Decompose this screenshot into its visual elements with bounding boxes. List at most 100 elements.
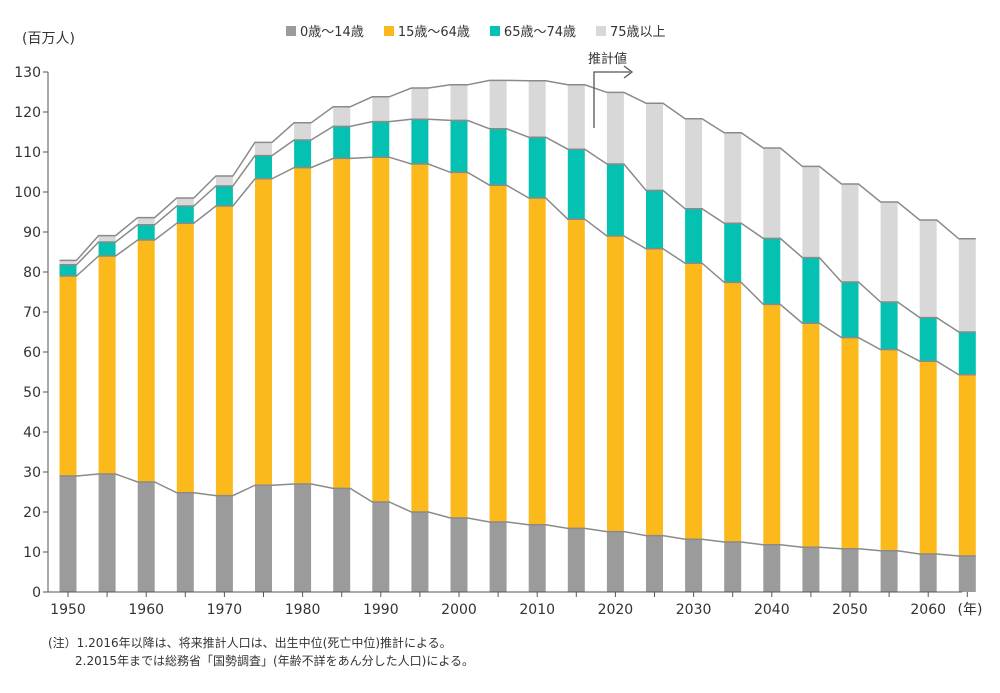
bar-2030-s0 — [685, 539, 703, 592]
bar-1965-s0 — [176, 492, 194, 592]
bar-2050-s0 — [841, 548, 859, 592]
legend-label: 75歳以上 — [610, 25, 666, 40]
y-tick-label: 20 — [23, 505, 41, 521]
bar-1960-s2 — [137, 224, 155, 240]
bar-1975-s1 — [255, 178, 272, 486]
bar-2010-s1 — [528, 198, 546, 525]
legend-item-1: 15歳～64歳 — [383, 21, 470, 40]
bar-2060-s2 — [919, 317, 937, 362]
bar-1960-s1 — [137, 240, 155, 482]
bar-1975-s0 — [255, 485, 272, 592]
bar-2005-s1 — [489, 185, 507, 522]
bar-1950-s2 — [59, 264, 77, 276]
bar-2045-s1 — [802, 323, 820, 548]
x-tick-label: 2030 — [676, 602, 712, 618]
bar-2030-s3 — [685, 118, 703, 209]
bar-2035-s2 — [724, 223, 742, 283]
bar-1975-s3 — [255, 142, 272, 156]
bar-1995-s1 — [411, 164, 429, 512]
footnote-1: (注）1.2016年以降は、将来推計人口は、出生中位(死亡中位)推計による。 — [48, 636, 452, 650]
bar-2065-s2 — [958, 332, 976, 375]
bar-1950-s3 — [59, 260, 77, 265]
footnotes: (注）1.2016年以降は、将来推計人口は、出生中位(死亡中位)推計による。 2… — [48, 634, 474, 670]
legend-label: 0歳～14歳 — [300, 25, 364, 40]
bar-1985-s1 — [333, 158, 351, 489]
bar-2040-s3 — [763, 148, 781, 239]
legend-label: 15歳～64歳 — [397, 25, 470, 40]
y-axis-unit-label: (百万人) — [22, 31, 75, 47]
bar-2055-s0 — [880, 550, 898, 592]
bar-2035-s3 — [724, 132, 742, 224]
bar-1960-s0 — [137, 482, 155, 592]
bar-2060-s0 — [919, 554, 937, 592]
bar-1990-s2 — [372, 121, 390, 158]
x-tick-label: 2060 — [910, 602, 946, 618]
bar-2045-s3 — [802, 166, 820, 258]
bar-1985-s3 — [333, 106, 351, 127]
y-tick-label: 50 — [23, 385, 41, 401]
bar-2020-s1 — [606, 236, 624, 532]
y-tick-label: 100 — [14, 185, 41, 201]
bar-2060-s3 — [919, 220, 937, 318]
x-tick-label: 2010 — [519, 602, 555, 618]
bar-2010-s3 — [528, 80, 546, 138]
cumulative-line-3 — [59, 79, 976, 262]
y-tick-label: 40 — [23, 425, 41, 441]
bar-2025-s0 — [646, 535, 663, 592]
projection-arrow-head — [623, 65, 634, 79]
bar-1955-s1 — [98, 256, 116, 474]
cumulative-line-2 — [59, 118, 976, 333]
bar-2040-s2 — [763, 238, 781, 305]
footnote-2: 2.2015年までは総務省「国勢調査」(年齢不詳をあん分した人口)による。 — [75, 654, 474, 668]
legend-label: 65歳～74歳 — [503, 25, 577, 40]
y-tick-label: 10 — [23, 545, 41, 561]
bar-2055-s2 — [880, 302, 898, 350]
bar-2015-s1 — [567, 219, 585, 529]
bar-1985-s2 — [333, 126, 351, 159]
bar-2050-s2 — [841, 282, 859, 338]
y-tick-label: 80 — [23, 265, 41, 281]
legend-swatch — [383, 25, 394, 36]
y-tick-label: 0 — [32, 585, 41, 601]
x-tick-label: 2050 — [832, 602, 868, 618]
bar-2055-s3 — [880, 202, 898, 302]
bar-2055-s1 — [880, 349, 898, 551]
bar-1970-s1 — [215, 206, 233, 496]
bar-2010-s2 — [528, 137, 546, 198]
bar-2035-s0 — [724, 542, 742, 592]
bar-2005-s2 — [489, 128, 507, 186]
legend-swatch — [596, 25, 607, 36]
y-tick-label: 60 — [23, 345, 41, 361]
bar-2020-s2 — [606, 164, 624, 236]
bar-2040-s0 — [763, 544, 781, 592]
legend-item-0: 0歳～14歳 — [286, 21, 364, 40]
y-tick-label: 110 — [14, 145, 41, 161]
cumulative-line-0 — [59, 473, 976, 557]
bar-1980-s0 — [294, 484, 312, 592]
bar-2060-s1 — [919, 361, 937, 554]
bar-1970-s0 — [215, 495, 233, 592]
cumulative-line-1 — [59, 156, 976, 376]
bar-2000-s2 — [450, 120, 468, 173]
bar-2010-s0 — [528, 524, 546, 592]
y-tick-label: 120 — [14, 105, 41, 121]
bar-2025-s2 — [646, 190, 663, 249]
bar-1975-s2 — [255, 155, 272, 179]
x-tick-label: 1990 — [363, 602, 399, 618]
bar-2005-s0 — [489, 522, 507, 592]
y-tick-label: 90 — [23, 225, 41, 241]
bar-1980-s3 — [294, 122, 312, 140]
x-tick-label: 1980 — [285, 602, 321, 618]
bar-2000-s1 — [450, 172, 468, 518]
bar-1960-s3 — [137, 217, 155, 225]
bar-2045-s2 — [802, 257, 820, 324]
bar-1965-s2 — [176, 206, 194, 224]
y-tick-label: 130 — [14, 65, 41, 81]
bar-1955-s0 — [98, 474, 116, 592]
bar-1985-s0 — [333, 488, 351, 592]
x-tick-label: 2020 — [598, 602, 634, 618]
bar-1995-s3 — [411, 88, 429, 120]
bar-2005-s3 — [489, 80, 507, 129]
bar-1950-s1 — [59, 276, 77, 476]
